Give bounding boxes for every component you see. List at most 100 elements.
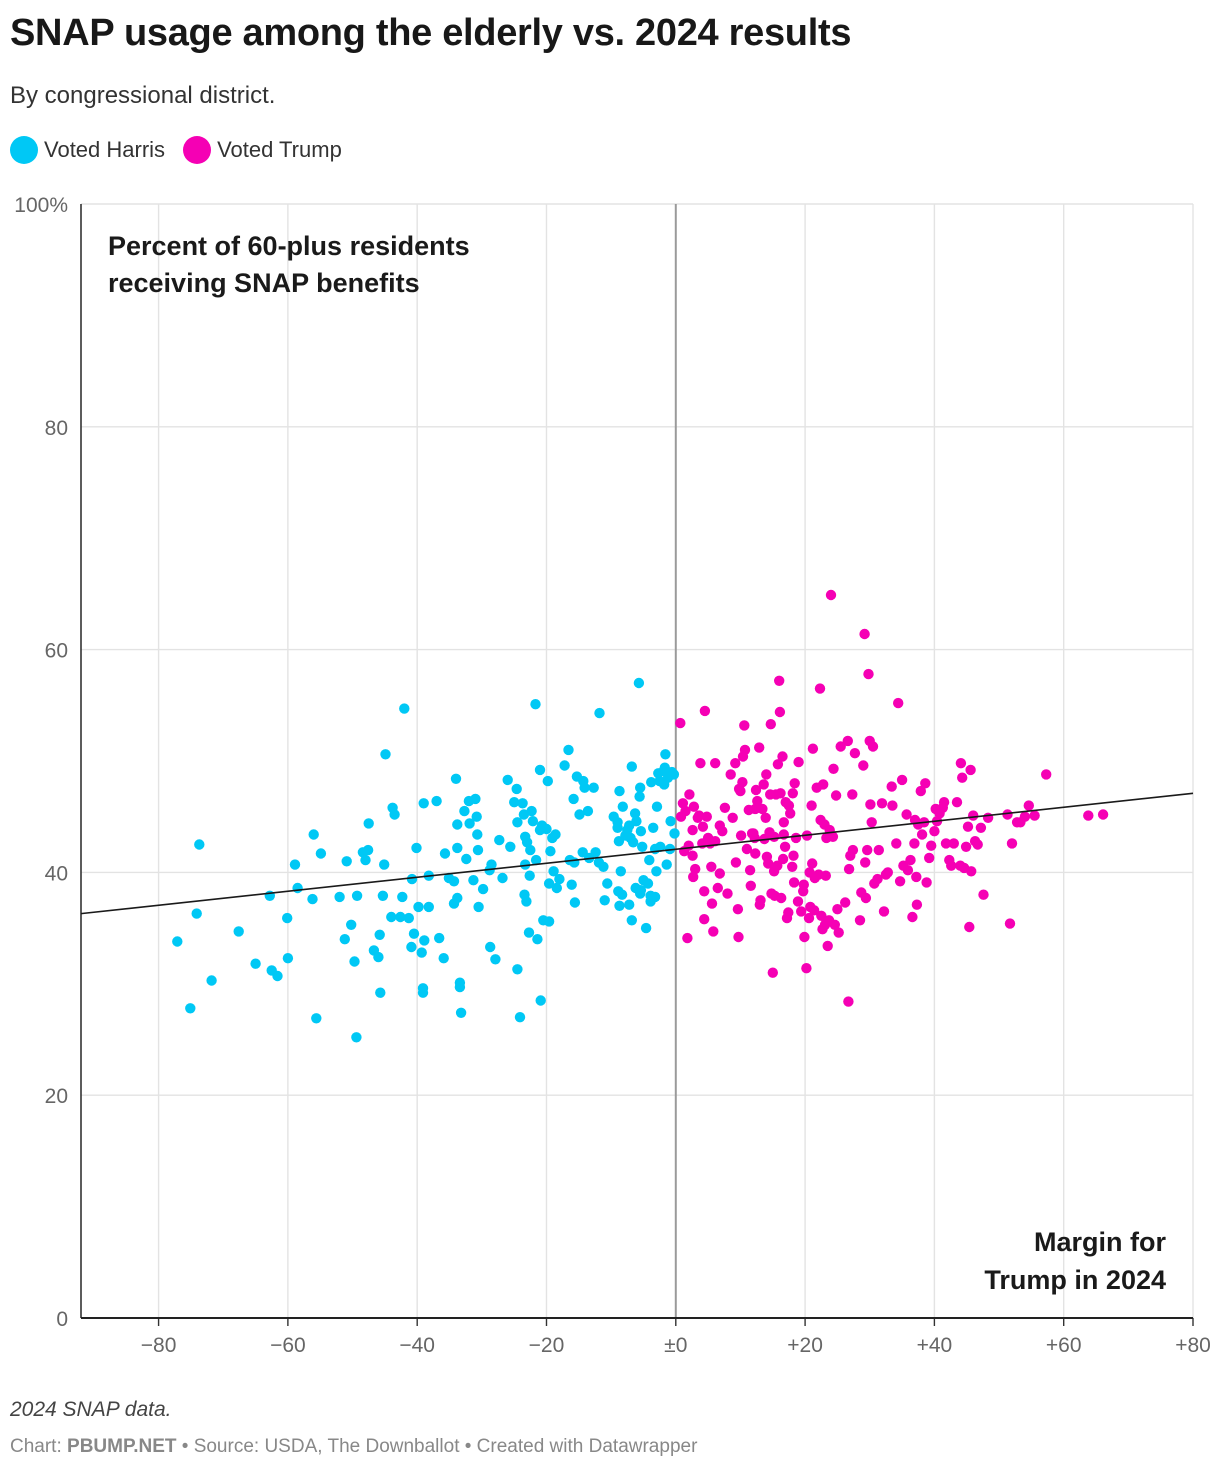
- point-trump: [687, 824, 698, 836]
- y-axis-label: Percent of 60-plus residents: [108, 231, 470, 261]
- point-trump: [825, 589, 837, 601]
- point-harris: [563, 744, 574, 756]
- point-trump: [948, 838, 959, 849]
- point-trump: [733, 931, 744, 943]
- point-harris: [532, 934, 543, 945]
- point-harris: [419, 935, 430, 946]
- point-trump: [894, 876, 906, 887]
- footer-author-link[interactable]: PBUMP.NET: [67, 1436, 177, 1457]
- point-trump: [754, 742, 765, 753]
- point-harris: [379, 859, 390, 870]
- y-tick-label: 100%: [14, 194, 68, 217]
- point-trump: [787, 861, 798, 872]
- point-harris: [311, 1013, 322, 1024]
- point-harris: [633, 677, 645, 689]
- point-harris: [534, 764, 546, 776]
- point-harris: [579, 782, 590, 793]
- legend-swatch-harris: [10, 136, 38, 164]
- point-harris: [648, 822, 659, 833]
- point-trump: [735, 785, 746, 797]
- point-trump: [926, 840, 937, 851]
- point-trump: [847, 844, 859, 856]
- point-trump: [962, 821, 974, 832]
- point-harris: [568, 793, 579, 805]
- point-trump: [978, 889, 989, 900]
- scatter-plot: 0 20 40 60 80 100% −80 −60 −40 −20 ±0 +20 +40 +60 +80…: [14, 194, 1211, 1357]
- point-trump: [761, 769, 772, 780]
- point-harris: [660, 749, 671, 760]
- point-harris: [477, 883, 489, 895]
- y-axis-label-line2: receiving SNAP benefits: [108, 268, 420, 298]
- point-trump: [737, 777, 748, 788]
- point-harris: [272, 970, 283, 982]
- point-trump: [735, 830, 747, 841]
- point-harris: [375, 987, 386, 998]
- point-harris: [346, 919, 357, 930]
- point-harris: [545, 846, 556, 857]
- point-trump: [975, 822, 987, 833]
- point-trump: [822, 940, 833, 952]
- point-trump: [745, 880, 756, 891]
- point-trump: [828, 763, 839, 774]
- point-trump: [796, 906, 807, 917]
- point-trump: [905, 854, 916, 866]
- point-trump: [763, 858, 774, 869]
- point-trump: [710, 836, 721, 847]
- point-harris: [615, 866, 626, 877]
- x-tick-label: −60: [270, 1334, 306, 1357]
- point-harris: [461, 853, 472, 865]
- point-harris: [185, 1003, 196, 1014]
- point-harris: [614, 900, 625, 911]
- point-harris: [525, 844, 536, 856]
- point-trump: [757, 803, 768, 815]
- chart-title: SNAP usage among the elderly vs. 2024 re…: [10, 12, 852, 54]
- point-trump: [801, 963, 812, 974]
- point-harris: [452, 892, 463, 904]
- point-trump: [940, 838, 952, 849]
- point-trump: [829, 919, 840, 930]
- point-trump: [739, 720, 750, 731]
- point-trump: [778, 817, 789, 828]
- point-harris: [664, 843, 676, 855]
- point-trump: [911, 871, 922, 883]
- point-harris: [626, 761, 637, 772]
- point-trump: [687, 850, 698, 861]
- point-trump: [792, 896, 804, 907]
- legend-item-harris: Voted Harris: [10, 136, 165, 164]
- y-tick-label: 80: [45, 417, 68, 440]
- x-tick-label: +60: [1046, 1334, 1082, 1357]
- point-harris: [292, 882, 303, 894]
- point-trump: [955, 758, 967, 769]
- point-trump: [697, 821, 709, 832]
- point-trump: [793, 756, 804, 768]
- point-harris: [471, 811, 482, 822]
- point-harris: [542, 775, 553, 787]
- point-trump: [806, 800, 817, 811]
- x-tick-label: −40: [399, 1334, 435, 1357]
- point-trump: [816, 910, 827, 921]
- point-trump: [785, 808, 796, 819]
- point-harris: [452, 819, 463, 830]
- point-trump: [767, 967, 778, 978]
- point-trump: [860, 892, 872, 904]
- point-trump: [790, 832, 802, 844]
- point-trump: [860, 857, 871, 868]
- point-trump: [946, 860, 957, 871]
- point-harris: [349, 956, 360, 967]
- point-harris: [490, 954, 501, 965]
- point-harris: [438, 953, 449, 964]
- point-harris: [543, 916, 555, 927]
- point-trump: [750, 784, 762, 796]
- point-harris: [590, 847, 601, 858]
- point-harris: [631, 816, 642, 827]
- point-trump: [833, 927, 844, 938]
- point-harris: [362, 844, 374, 856]
- point-trump: [739, 744, 751, 756]
- point-trump: [799, 931, 810, 943]
- point-harris: [530, 854, 542, 866]
- point-trump: [755, 895, 766, 906]
- point-harris: [468, 875, 479, 886]
- y-tick-label: 20: [45, 1085, 68, 1108]
- point-harris: [624, 899, 635, 910]
- point-harris: [450, 773, 462, 784]
